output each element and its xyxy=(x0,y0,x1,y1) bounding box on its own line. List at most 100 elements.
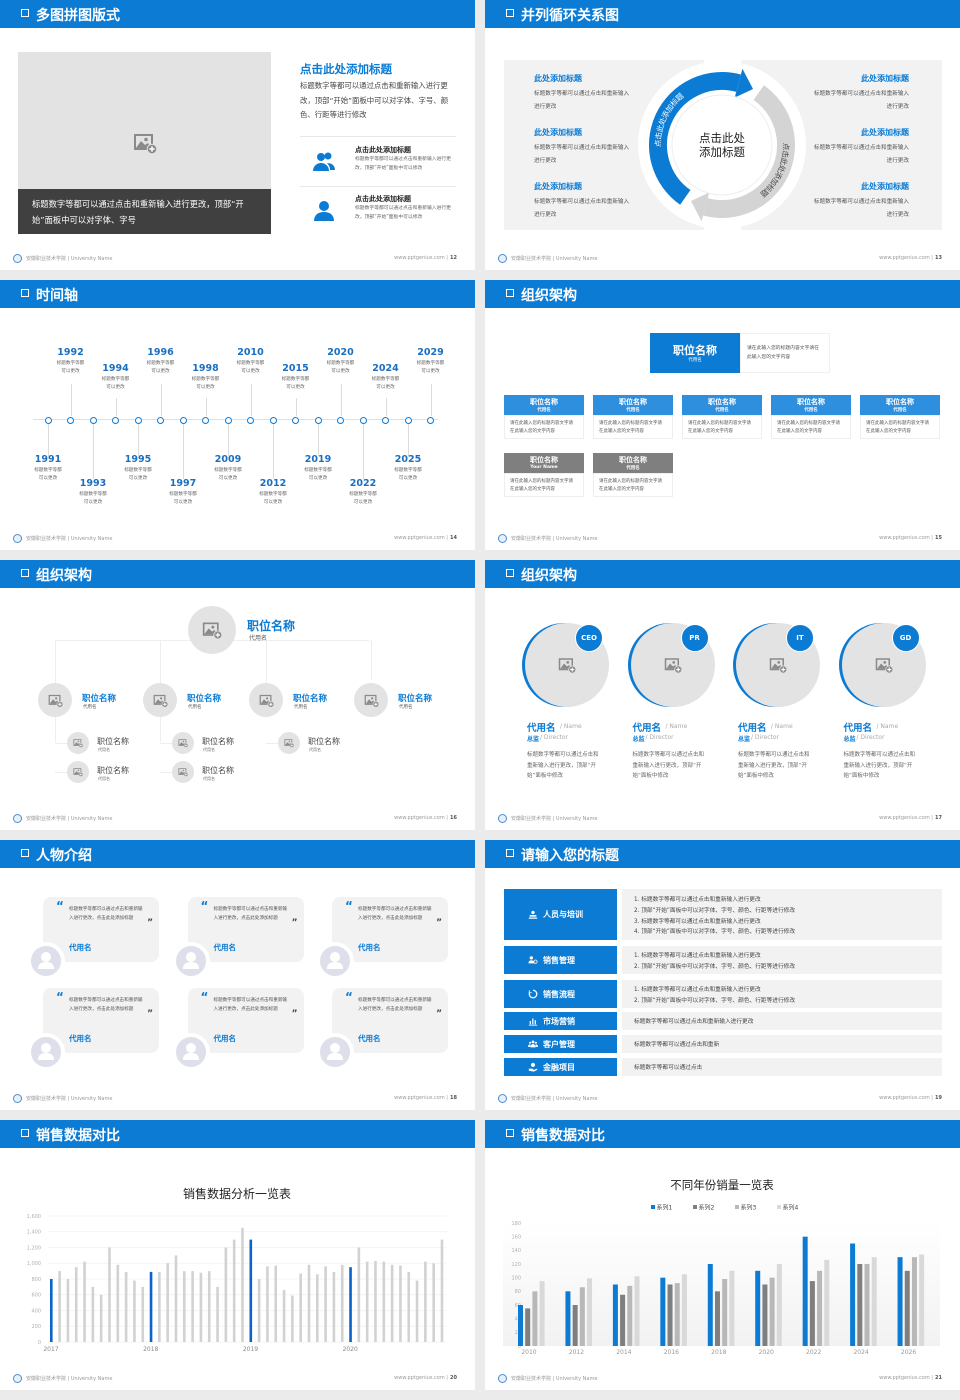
image-placeholder-icon[interactable] xyxy=(284,738,294,748)
image-placeholder-icon[interactable] xyxy=(133,131,157,155)
timeline-node[interactable] xyxy=(247,416,254,424)
avatar[interactable] xyxy=(27,942,65,980)
image-placeholder-icon[interactable] xyxy=(875,656,893,674)
left-item-title[interactable]: 此处添加标题 xyxy=(534,128,582,137)
branch-photo[interactable] xyxy=(143,683,177,717)
category-button[interactable]: 销售流程 xyxy=(504,980,617,1008)
timeline-node[interactable] xyxy=(292,416,299,424)
position-box-header[interactable]: 职位名称 代用名 xyxy=(593,395,673,415)
position-title: 职位名称 xyxy=(530,456,558,464)
position-box-header[interactable]: 职位名称 代用名 xyxy=(593,453,673,473)
image-placeholder-icon[interactable] xyxy=(259,693,274,708)
timeline-node[interactable] xyxy=(359,416,367,424)
child-title[interactable]: 职位名称 xyxy=(97,766,129,775)
person-name[interactable]: 代用名 xyxy=(213,943,237,952)
image-placeholder-icon[interactable] xyxy=(73,738,83,748)
image-caption: 标题数字等都可以通过点击和重新输入进行更改，顶部“开始”面板中可以对字体、字号 xyxy=(32,199,244,225)
child-photo[interactable] xyxy=(67,761,89,783)
timeline-node[interactable] xyxy=(89,416,97,424)
child-title[interactable]: 职位名称 xyxy=(97,737,129,746)
child-photo[interactable] xyxy=(67,732,89,754)
person-name[interactable]: 代用名 xyxy=(358,943,381,952)
timeline-node[interactable] xyxy=(112,416,119,424)
top-title[interactable]: 职位名称 xyxy=(247,619,296,633)
image-placeholder-icon[interactable] xyxy=(178,767,188,777)
timeline-node[interactable] xyxy=(427,416,434,424)
university-logo xyxy=(498,254,507,263)
image-placeholder-icon[interactable] xyxy=(153,693,168,708)
position-box-header[interactable]: 职位名称 代用名 xyxy=(504,395,584,415)
child-title[interactable]: 职位名称 xyxy=(202,766,234,775)
branch-title[interactable]: 职位名称 xyxy=(293,694,328,704)
timeline-node[interactable] xyxy=(179,416,187,424)
member-desc: 标题数字等都可以通过点击和重新输入进行更改，顶部“开始”面板中修改 xyxy=(843,752,916,779)
child-title[interactable]: 职位名称 xyxy=(202,737,234,746)
category-label: 市场营销 xyxy=(543,1016,575,1026)
branch-photo[interactable] xyxy=(38,683,72,717)
top-photo[interactable] xyxy=(188,606,236,654)
person-name[interactable]: 代用名 xyxy=(213,1034,237,1043)
right-item-title[interactable]: 此处添加标题 xyxy=(861,74,909,83)
person-name[interactable]: 代用名 xyxy=(69,1034,92,1043)
category-button[interactable]: 客户管理 xyxy=(504,1035,617,1053)
timeline-node[interactable] xyxy=(44,416,52,424)
timeline-node[interactable] xyxy=(224,416,232,424)
category-button[interactable]: 市场营销 xyxy=(504,1012,617,1030)
bar xyxy=(199,1272,203,1342)
top-position-box[interactable]: 职位名称 代用名 xyxy=(650,333,740,373)
close-quote-icon: ” xyxy=(291,918,298,928)
position-sub: 代用名 xyxy=(715,408,729,413)
child-photo[interactable] xyxy=(172,761,194,783)
item-title[interactable]: 点击此处添加标题 xyxy=(355,195,411,203)
branch-title[interactable]: 职位名称 xyxy=(82,694,117,704)
item-title[interactable]: 点击此处添加标题 xyxy=(355,146,411,154)
image-placeholder-icon[interactable] xyxy=(558,656,576,674)
timeline-node[interactable] xyxy=(337,416,344,424)
image-placeholder-icon[interactable] xyxy=(73,767,83,777)
left-item-title[interactable]: 此处添加标题 xyxy=(534,74,582,83)
timeline-node[interactable] xyxy=(382,416,389,424)
category-button[interactable]: 金融项目 xyxy=(504,1058,617,1076)
image-placeholder-icon[interactable] xyxy=(48,693,63,708)
right-item-title[interactable]: 此处添加标题 xyxy=(861,182,909,191)
avatar[interactable] xyxy=(171,942,210,980)
image-placeholder-icon[interactable] xyxy=(178,738,188,748)
right-item-title[interactable]: 此处添加标题 xyxy=(861,128,909,137)
image-placeholder-icon[interactable] xyxy=(664,656,682,674)
y-tick-label: 1,400 xyxy=(27,1230,41,1236)
member-role-en: / Director xyxy=(751,734,780,741)
image-placeholder-icon[interactable] xyxy=(202,620,222,640)
branch-photo[interactable] xyxy=(249,683,283,717)
position-box-header[interactable]: 职位名称 Your Name xyxy=(504,453,584,473)
item-desc: 标题数字等都可以通过点击和重新输入进行更改，顶部“开始”面板中可以修改 xyxy=(355,157,451,171)
person-name[interactable]: 代用名 xyxy=(69,943,92,952)
branch-photo[interactable] xyxy=(354,683,388,717)
timeline-node[interactable] xyxy=(157,416,164,424)
image-placeholder-icon[interactable] xyxy=(769,656,787,674)
timeline-node[interactable] xyxy=(314,416,322,424)
timeline-node[interactable] xyxy=(404,416,412,424)
position-box-header[interactable]: 职位名称 代用名 xyxy=(771,395,851,415)
position-box-header[interactable]: 职位名称 代用名 xyxy=(682,395,762,415)
left-item-title[interactable]: 此处添加标题 xyxy=(534,182,582,191)
timeline-node[interactable] xyxy=(134,416,142,424)
branch-title[interactable]: 职位名称 xyxy=(398,694,433,704)
image-placeholder-icon[interactable] xyxy=(364,693,379,708)
timeline-node[interactable] xyxy=(269,416,277,424)
timeline-node[interactable] xyxy=(202,416,209,424)
bar xyxy=(904,1270,910,1346)
branch-title[interactable]: 职位名称 xyxy=(187,694,222,704)
heading[interactable]: 点击此处添加标题 xyxy=(300,62,392,76)
child-title[interactable]: 职位名称 xyxy=(308,737,340,746)
avatar[interactable] xyxy=(171,1033,210,1071)
child-photo[interactable] xyxy=(278,732,300,754)
avatar[interactable] xyxy=(27,1033,65,1071)
category-button[interactable]: 人员与培训 xyxy=(504,889,617,940)
timeline-node[interactable] xyxy=(67,416,74,424)
person-name[interactable]: 代用名 xyxy=(358,1034,381,1043)
avatar[interactable] xyxy=(316,1033,354,1071)
child-photo[interactable] xyxy=(172,732,194,754)
position-box-header[interactable]: 职位名称 代用名 xyxy=(860,395,940,415)
category-button[interactable]: 销售管理 xyxy=(504,946,617,974)
avatar[interactable] xyxy=(316,942,354,980)
